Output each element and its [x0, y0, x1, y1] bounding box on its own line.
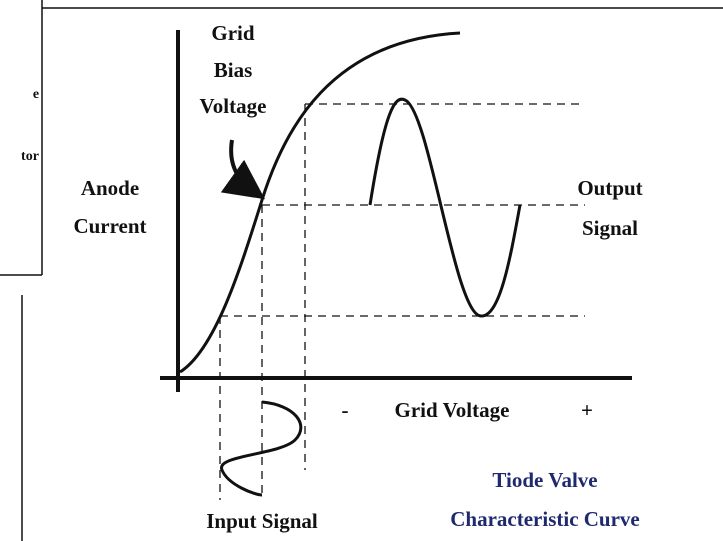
characteristic-curve: [179, 31, 461, 374]
label: Grid Voltage: [395, 398, 510, 422]
guides: [219, 103, 585, 500]
side-fragment: e: [33, 87, 39, 102]
caption: Characteristic Curve: [450, 507, 640, 531]
caption: Tiode Valve: [492, 468, 597, 492]
label: Current: [73, 214, 146, 238]
input-wave: [220, 400, 303, 497]
label: Anode: [81, 176, 139, 200]
label: Bias: [214, 58, 253, 82]
label: Input Signal: [206, 509, 318, 533]
label: +: [581, 398, 593, 422]
label: Signal: [582, 216, 638, 240]
output-wave: [368, 97, 522, 318]
bias-arrow: [220, 139, 266, 200]
side-fragment: tor: [21, 149, 39, 164]
label: -: [342, 398, 349, 422]
label: Grid: [211, 21, 254, 45]
label: Voltage: [200, 94, 267, 118]
label: Output: [577, 176, 642, 200]
